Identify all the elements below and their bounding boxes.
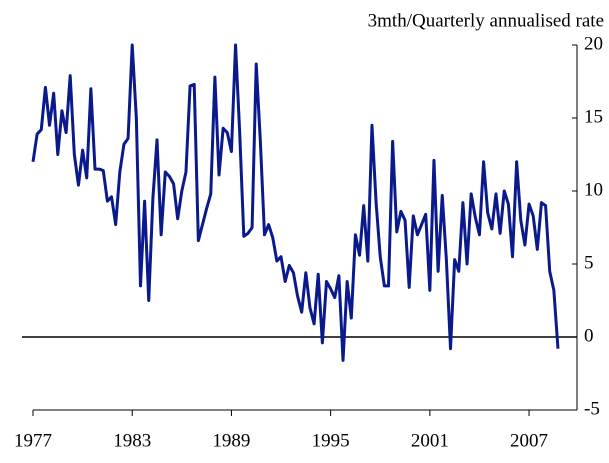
x-tick-label: 1983	[113, 430, 151, 451]
y-tick-label: 15	[584, 106, 603, 127]
x-tick-label: 2007	[510, 430, 548, 451]
chart-title: 3mth/Quarterly annualised rate	[368, 10, 604, 31]
x-tick-label: 1989	[212, 430, 250, 451]
x-tick-label: 2001	[411, 430, 449, 451]
y-tick-label: 10	[584, 179, 603, 200]
y-tick-label: 0	[584, 325, 594, 346]
data-line	[31, 43, 560, 362]
y-tick-label: 5	[584, 252, 594, 273]
y-tick-label: 20	[584, 33, 603, 54]
x-tick-label: 1995	[312, 430, 350, 451]
y-tick-label: -5	[584, 398, 600, 419]
x-tick-label: 1977	[14, 430, 52, 451]
